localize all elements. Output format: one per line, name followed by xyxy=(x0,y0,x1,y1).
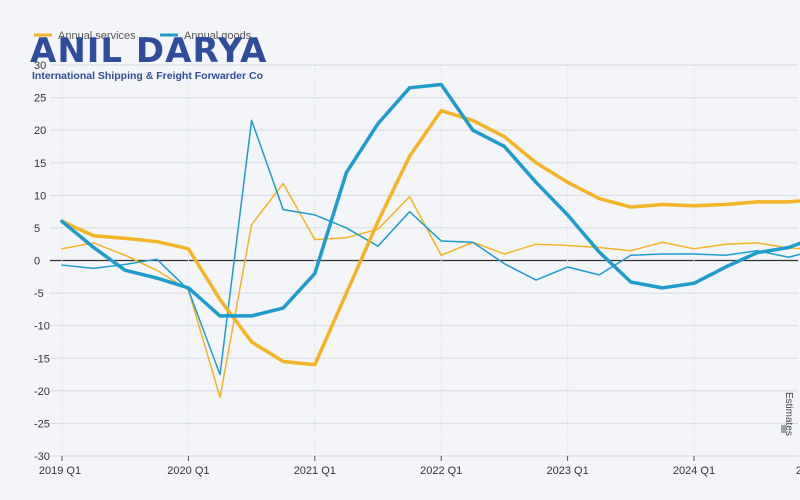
x-tick-label: 2024 Q1 xyxy=(673,465,715,477)
legend-label-services: Annual services xyxy=(58,30,136,42)
logo-subtitle: International Shipping & Freight Forward… xyxy=(32,70,263,82)
estimates-marker xyxy=(781,425,786,433)
series-line-thick-3 xyxy=(60,82,800,318)
x-tick-label: 2021 Q1 xyxy=(294,465,336,477)
y-tick-label: 10 xyxy=(34,190,46,202)
y-tick-label: -5 xyxy=(34,288,44,300)
x-tick-label: 2023 Q1 xyxy=(546,465,588,477)
estimates-annotation: Estimates xyxy=(783,392,794,436)
y-tick-label: 15 xyxy=(34,158,46,170)
y-tick-label: -15 xyxy=(34,353,50,365)
y-tick-label: 5 xyxy=(34,223,40,235)
y-tick-label: 25 xyxy=(34,93,46,105)
y-tick-label: 30 xyxy=(34,60,46,72)
y-axis-tick-labels: -30 -25 -20 -15 -10 -5 0 5 10 15 20 25 30 xyxy=(34,60,50,463)
x-axis-tick-labels: 2019 Q1 2020 Q1 2021 Q1 2022 Q1 2023 Q1 2024 … xyxy=(39,465,800,477)
logo: ANIL DARYA International Shipping & Frei… xyxy=(30,31,267,82)
x-tick-label: 2022 Q1 xyxy=(420,465,462,477)
y-tick-label: 0 xyxy=(34,256,40,268)
y-tick-label: -10 xyxy=(34,321,50,333)
y-tick-label: -20 xyxy=(34,386,50,398)
logo-title: ANIL DARYA xyxy=(30,31,267,71)
y-tick-label: -25 xyxy=(34,418,50,430)
y-tick-label: 20 xyxy=(34,125,46,137)
x-tick-label: 2019 Q1 xyxy=(39,465,81,477)
series-line-thick-2 xyxy=(60,108,800,367)
legend: Annual services Annual goods xyxy=(34,30,252,42)
gridlines xyxy=(50,64,798,461)
x-tick-label: 2020 Q1 xyxy=(167,465,209,477)
legend-label-goods: Annual goods xyxy=(184,30,252,42)
y-tick-label: -30 xyxy=(34,451,50,463)
series-lines xyxy=(60,82,800,399)
